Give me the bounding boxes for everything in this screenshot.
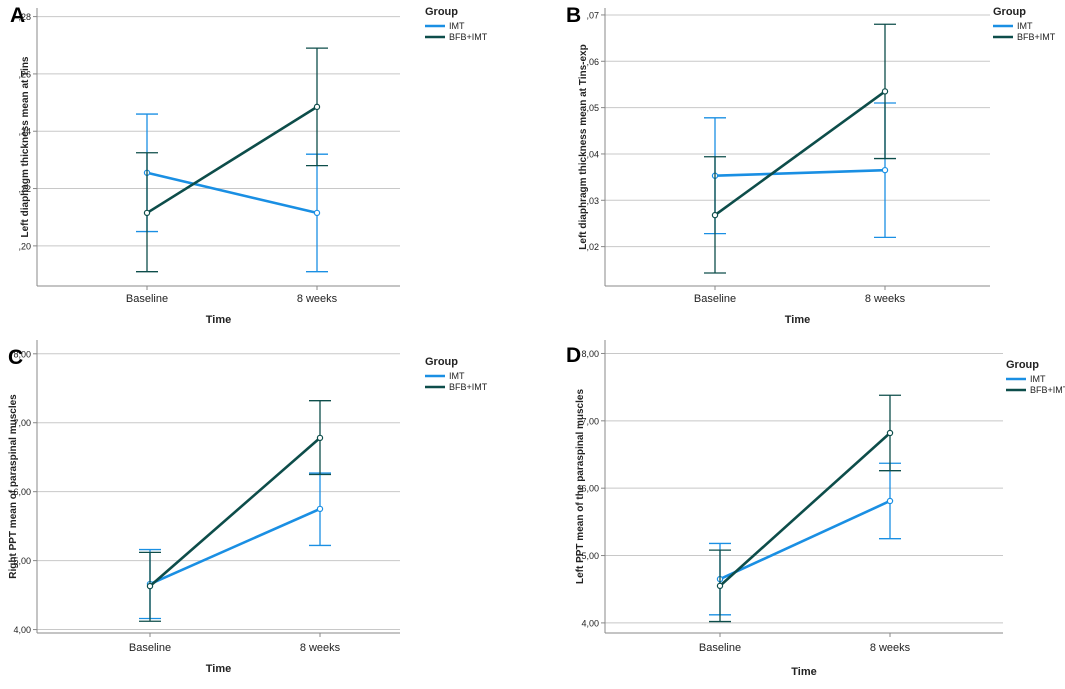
series-bfb-imt (709, 394, 901, 623)
y-tick-label: ,04 (586, 149, 599, 159)
data-point (143, 209, 151, 217)
data-point (313, 103, 321, 111)
y-tick-label: 7,00 (581, 416, 599, 426)
series-bfb-imt (139, 400, 331, 622)
legend-entry: BFB+IMT (449, 32, 488, 42)
y-tick-label: ,03 (586, 196, 599, 206)
data-point (886, 429, 894, 437)
legend-title: Group (425, 356, 458, 368)
series-line (719, 431, 891, 587)
y-tick-label: ,07 (586, 10, 599, 20)
panel-b: B ,02 ,03 ,04 ,05 ,06 ,07 Baseline 8 weeks Time Le… (566, 4, 1056, 326)
x-axis-title: Time (206, 314, 231, 326)
x-tick-label: 8 weeks (865, 293, 906, 305)
y-axis-title: Left diaphagm thickness mean at Tins (20, 56, 31, 237)
y-tick-label: 4,00 (581, 618, 599, 628)
series-line (714, 168, 886, 178)
legend-entry: IMT (449, 371, 465, 381)
x-tick-label: Baseline (126, 293, 168, 305)
panel-label: C (8, 346, 23, 369)
y-tick-label: ,20 (18, 241, 31, 251)
series-bfb-imt (704, 23, 896, 274)
y-tick-label: 8,00 (13, 349, 31, 359)
y-tick-label: 6,00 (581, 484, 599, 494)
data-point (711, 211, 719, 219)
x-tick-label: Baseline (129, 642, 171, 654)
y-tick-label: ,05 (586, 103, 599, 113)
y-tick-label: 5,00 (581, 551, 599, 561)
legend-entry: BFB+IMT (1017, 32, 1056, 42)
data-point (886, 497, 894, 505)
y-tick-label: 4,00 (13, 625, 31, 635)
x-tick-label: Baseline (699, 642, 741, 654)
y-axis-title: Right PPT mean of paraspinal muscles (8, 394, 19, 579)
legend-title: Group (993, 6, 1026, 18)
y-tick-label: ,28 (18, 12, 31, 22)
data-point (146, 582, 154, 590)
data-point (316, 505, 324, 513)
x-tick-label: 8 weeks (870, 642, 911, 654)
y-tick-label: ,06 (586, 57, 599, 67)
y-tick-label: ,24 (18, 127, 31, 137)
panel-label: A (10, 4, 25, 27)
data-point (716, 582, 724, 590)
legend-title: Group (425, 6, 458, 18)
series-line (714, 90, 886, 217)
panel-label: B (566, 4, 581, 27)
series-imt (709, 462, 901, 616)
legend-entry: IMT (1017, 21, 1033, 31)
legend-entry: IMT (449, 21, 465, 31)
data-point (313, 209, 321, 217)
data-point (316, 434, 324, 442)
series-line (719, 499, 891, 581)
y-tick-label: 5,00 (13, 556, 31, 566)
y-tick-label: ,26 (18, 69, 31, 79)
data-point (881, 166, 889, 174)
series-imt (139, 472, 331, 620)
series-bfb-imt (136, 47, 328, 273)
panel-label: D (566, 344, 581, 367)
legend-title: Group (1006, 359, 1039, 371)
panel-c: C 4,00 5,00 6,00 7,00 8,00 Baseline 8 weeks Time… (8, 340, 488, 675)
y-tick-label: ,22 (18, 184, 31, 194)
legend-entry: IMT (1030, 374, 1046, 384)
legend-entry: BFB+IMT (1030, 385, 1065, 395)
x-tick-label: 8 weeks (297, 293, 338, 305)
x-axis-title: Time (791, 666, 816, 678)
series-imt (136, 113, 328, 273)
series-line (149, 436, 321, 588)
y-tick-label: 7,00 (13, 418, 31, 428)
panel-d: D 4,00 5,00 6,00 7,00 8,00 Baseline 8 weeks Time… (566, 340, 1065, 678)
series-line (146, 105, 318, 215)
data-point (881, 88, 889, 95)
y-tick-label: 6,00 (13, 487, 31, 497)
panel-a: A ,20 ,22 ,24 ,26 ,28 Baseline 8 weeks Time Left … (10, 4, 488, 326)
x-tick-label: Baseline (694, 293, 736, 305)
x-tick-label: 8 weeks (300, 642, 341, 654)
y-tick-label: ,02 (586, 242, 599, 252)
legend-entry: BFB+IMT (449, 382, 488, 392)
y-axis-title: Left diaphragm thickness mean at Tins-ex… (578, 44, 589, 249)
y-axis-title: Left PPT mean of the paraspinal muscles (575, 389, 586, 584)
y-tick-label: 8,00 (581, 349, 599, 359)
series-line (146, 171, 318, 215)
x-axis-title: Time (206, 663, 231, 675)
series-line (149, 507, 321, 586)
series-imt (704, 102, 896, 239)
x-axis-title: Time (785, 314, 810, 326)
